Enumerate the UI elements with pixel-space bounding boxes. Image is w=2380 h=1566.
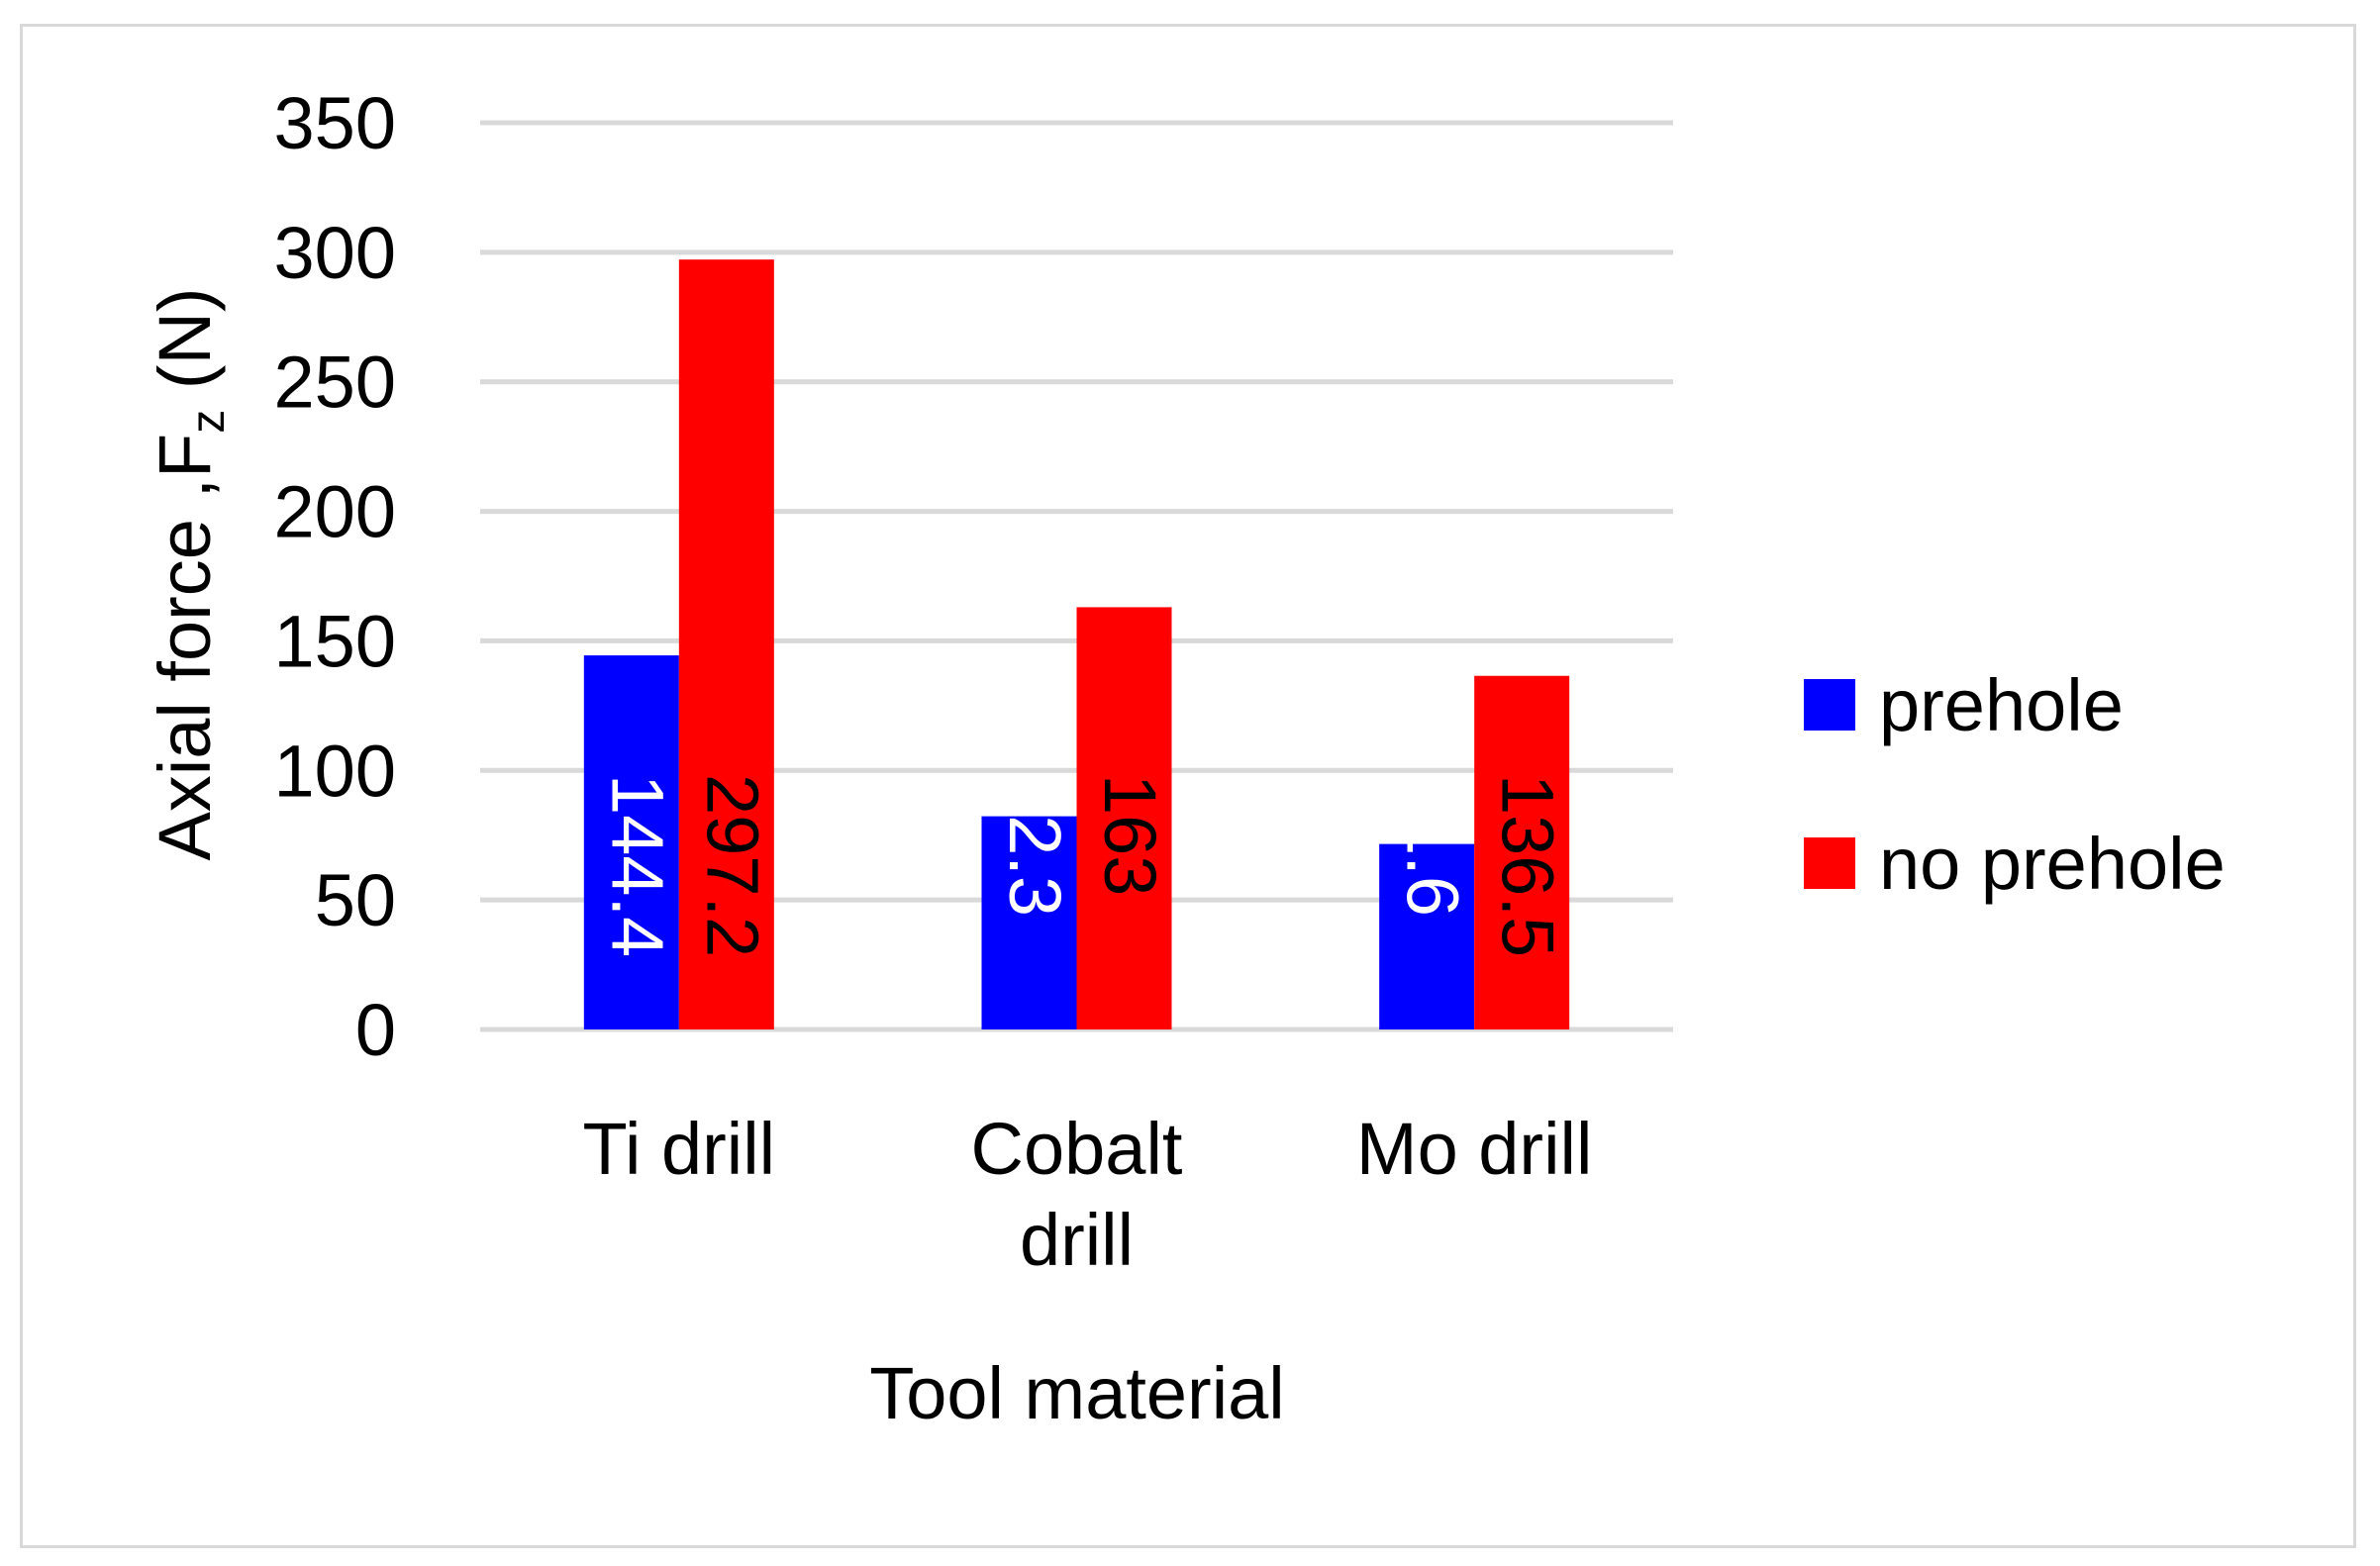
bar-no-prehole-1 xyxy=(1076,607,1172,1029)
data-label: 163 xyxy=(1089,774,1171,896)
data-label: 136.5 xyxy=(1487,774,1569,957)
y-axis-title-subscript: z xyxy=(182,410,235,434)
legend-label: no prehole xyxy=(1879,823,2226,905)
bar-prehole-2 xyxy=(1379,843,1475,1029)
y-axis-title: Axial force ,Fz (N) xyxy=(144,287,235,860)
data-label: 297.2 xyxy=(691,774,773,957)
y-tick-label: 50 xyxy=(315,859,396,941)
legend-swatch-prehole xyxy=(1804,679,1855,731)
legend: prehole no prehole xyxy=(1804,664,2226,905)
y-tick-label: 300 xyxy=(274,212,396,294)
data-label: 144.4 xyxy=(596,774,678,957)
y-tick-label: 100 xyxy=(274,730,396,812)
y-tick-label: 150 xyxy=(274,600,396,682)
data-label: 82.3 xyxy=(994,774,1076,917)
x-tick-label: Cobalt drill xyxy=(971,1108,1183,1281)
legend-label: prehole xyxy=(1879,664,2124,746)
y-axis-ticks: 0 50 100 150 200 250 300 350 xyxy=(274,82,396,1071)
bar-prehole-1 xyxy=(981,816,1077,1029)
x-tick-label: Mo drill xyxy=(1356,1108,1592,1190)
x-axis-title: Tool material xyxy=(869,1352,1285,1434)
x-axis-ticks: Ti drill Cobalt drill Mo drill xyxy=(583,1108,1593,1281)
x-tick-label: Ti drill xyxy=(583,1108,776,1190)
y-tick-label: 200 xyxy=(274,471,396,553)
data-label: 71.6 xyxy=(1392,774,1474,917)
y-axis-title-main: Axial force ,F xyxy=(144,434,226,861)
y-tick-label: 350 xyxy=(274,82,396,164)
y-tick-label: 0 xyxy=(355,989,396,1071)
legend-swatch-no-prehole xyxy=(1804,837,1855,889)
y-tick-label: 250 xyxy=(274,342,396,424)
bar-no-prehole-2 xyxy=(1474,675,1570,1029)
bar-prehole-0 xyxy=(583,655,679,1029)
bar-no-prehole-0 xyxy=(678,259,774,1029)
bars: 144.4 297.2 82.3 163 71.6 136.5 xyxy=(583,259,1570,1029)
y-axis-title-unit: (N) xyxy=(144,287,226,409)
chart-frame xyxy=(20,24,2356,1548)
